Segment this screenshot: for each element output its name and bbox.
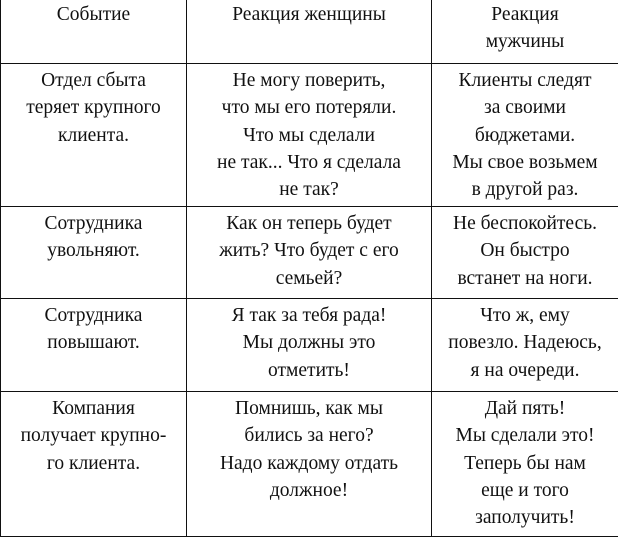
text-line: Дай пять! xyxy=(434,395,616,422)
text-line: Мы сделали это! xyxy=(434,422,616,449)
text-line: бились за него? xyxy=(189,422,429,449)
text-line: еще и того xyxy=(434,477,616,504)
text-line: Он быстро xyxy=(434,237,616,264)
text-line: Клиенты следят xyxy=(434,67,616,94)
text-line: увольняют. xyxy=(3,237,184,264)
text-line: в другой раз. xyxy=(434,176,616,203)
text-line: Сотрудника xyxy=(3,302,184,329)
text-line: повышают. xyxy=(3,329,184,356)
text-line: Событие xyxy=(3,1,184,28)
text-line: повезло. Надеюсь, xyxy=(434,329,616,356)
header-cell-event: Событие xyxy=(1,0,187,64)
text-line: бюджетами. xyxy=(434,122,616,149)
text-line: Теперь бы нам xyxy=(434,450,616,477)
text-line: клиента. xyxy=(3,122,184,149)
text-line: Помнишь, как мы xyxy=(189,395,429,422)
text-line: должное! xyxy=(189,477,429,504)
text-line: Отдел сбыта xyxy=(3,67,184,94)
text-line: заполучить! xyxy=(434,504,616,531)
text-line: отметить! xyxy=(189,357,429,384)
text-line: Что ж, ему xyxy=(434,302,616,329)
text-line: го клиента. xyxy=(3,450,184,477)
text-line: что мы его потеряли. xyxy=(189,94,429,121)
text-line: Что мы сделали xyxy=(189,122,429,149)
text-line: не так... Что я сделала xyxy=(189,149,429,176)
text-line: Не могу поверить, xyxy=(189,67,429,94)
text-line: Мы свое возьмем xyxy=(434,149,616,176)
text-line: встанет на ноги. xyxy=(434,265,616,292)
text-line: Не беспокойтесь. xyxy=(434,210,616,237)
text-line: за своими xyxy=(434,94,616,121)
cell-female-reaction: Не могу поверить,что мы его потеряли.Что… xyxy=(187,64,432,207)
text-line: получает крупно- xyxy=(3,422,184,449)
text-line: семьей? xyxy=(189,265,429,292)
text-line: Мы должны это xyxy=(189,329,429,356)
text-line: Компания xyxy=(3,395,184,422)
text-line: Реакция xyxy=(434,1,616,28)
text-line: мужчины xyxy=(434,28,616,55)
text-line: Надо каждому отдать xyxy=(189,450,429,477)
text-line: Сотрудника xyxy=(3,210,184,237)
text-line: Реакция женщины xyxy=(189,1,429,28)
text-line: Я так за тебя рада! xyxy=(189,302,429,329)
text-line: теряет крупного xyxy=(3,94,184,121)
text-line: не так? xyxy=(189,176,429,203)
text-line: Как он теперь будет xyxy=(189,210,429,237)
header-cell-female-reaction: Реакция женщины xyxy=(187,0,432,64)
text-line: я на очереди. xyxy=(434,357,616,384)
text-line: жить? Что будет с его xyxy=(189,237,429,264)
